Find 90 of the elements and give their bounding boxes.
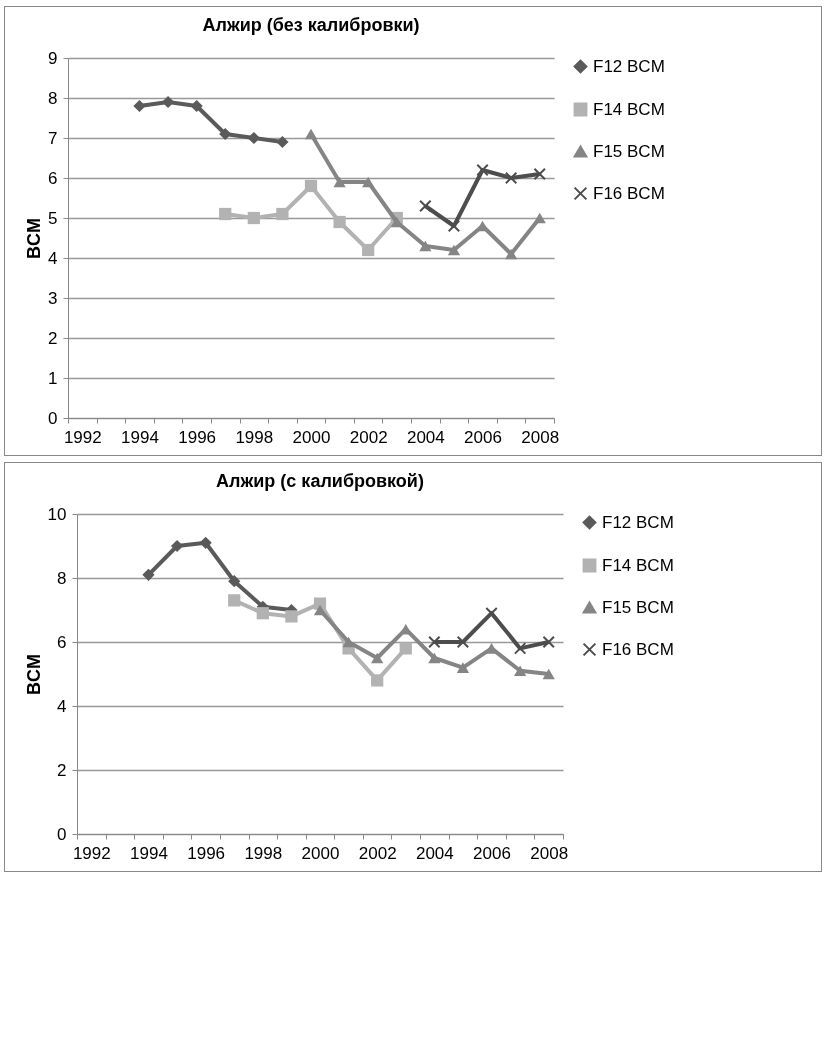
x-tick-label: 2006 — [464, 427, 502, 447]
y-tick-label: 5 — [48, 208, 58, 228]
point — [533, 167, 546, 181]
legend-label: F14 BCM — [602, 555, 674, 575]
point — [276, 135, 289, 149]
point — [304, 179, 318, 193]
point — [513, 665, 527, 677]
x-tick-label: 2002 — [349, 427, 388, 447]
y-tick-label: 0 — [57, 824, 67, 844]
point — [419, 199, 432, 213]
point — [456, 662, 470, 673]
x-tick-label: 2000 — [301, 843, 340, 863]
x-tick-label: 2006 — [473, 843, 511, 863]
point — [533, 212, 546, 224]
point — [428, 635, 441, 649]
legend-label: F14 BCM — [593, 99, 665, 119]
point — [142, 568, 155, 581]
x-tick-label: 1998 — [244, 843, 283, 863]
point — [333, 176, 346, 188]
point — [428, 652, 441, 664]
x-tick-label: 1994 — [121, 427, 159, 447]
x-tick-label: 2008 — [521, 427, 560, 447]
y-tick-label: 9 — [48, 48, 58, 68]
legend-label: F12 BCM — [593, 56, 665, 76]
point — [247, 131, 260, 145]
point — [371, 674, 384, 687]
x-tick-label: 2004 — [406, 427, 445, 447]
x-tick-label: 2002 — [358, 843, 397, 863]
point — [456, 635, 470, 649]
y-tick-label: 1 — [48, 368, 58, 388]
point — [447, 219, 461, 233]
point — [485, 606, 498, 620]
legend-label: F15 BCM — [593, 141, 665, 161]
point — [342, 636, 355, 648]
point — [219, 127, 232, 141]
point — [419, 240, 432, 252]
point — [542, 635, 555, 649]
point — [362, 243, 375, 257]
point — [276, 207, 289, 221]
y-axis-title: BCM — [23, 654, 44, 695]
y-tick-label: 6 — [48, 168, 58, 188]
point — [133, 99, 146, 113]
point — [542, 668, 555, 680]
y-tick-label: 8 — [57, 568, 67, 588]
y-tick-label: 0 — [48, 408, 58, 428]
x-tick-label: 1994 — [130, 843, 168, 863]
y-axis-title: BCM — [24, 218, 45, 259]
y-tick-label: 4 — [48, 248, 58, 268]
point — [371, 652, 384, 664]
y-tick-label: 3 — [48, 288, 58, 308]
legend-label: F15 BCM — [602, 597, 674, 617]
point — [504, 171, 518, 185]
x-tick-label: 1996 — [187, 843, 226, 863]
point — [285, 610, 298, 623]
point — [476, 163, 489, 177]
y-tick-label: 10 — [47, 504, 67, 524]
point — [399, 642, 412, 655]
point — [190, 99, 203, 113]
y-tick-label: 7 — [48, 128, 58, 148]
y-tick-label: 6 — [57, 632, 67, 652]
point — [170, 539, 184, 553]
y-tick-label: 4 — [57, 696, 67, 716]
legend-label: F16 BCM — [593, 183, 665, 203]
point — [161, 95, 175, 109]
point — [504, 248, 518, 260]
point — [256, 607, 269, 620]
y-tick-label: 2 — [48, 328, 58, 348]
point — [228, 594, 241, 607]
y-tick-label: 2 — [57, 760, 67, 780]
x-tick-label: 1998 — [235, 427, 274, 447]
point — [362, 176, 375, 188]
point — [447, 244, 461, 256]
x-tick-label: 2000 — [292, 427, 331, 447]
point — [247, 211, 260, 225]
chart-title: Алжир (без калибровки) — [202, 15, 420, 35]
point — [219, 207, 232, 221]
point — [304, 128, 318, 140]
point — [199, 536, 212, 549]
point — [333, 215, 346, 229]
legend-label: F12 BCM — [602, 512, 674, 532]
y-tick-label: 8 — [48, 88, 58, 108]
point — [513, 642, 527, 655]
x-tick-label: 2004 — [415, 843, 454, 863]
x-tick-label: 1992 — [63, 427, 102, 447]
chart-title: Алжир (с калибровкой) — [216, 471, 424, 491]
x-tick-label: 1996 — [178, 427, 217, 447]
point — [228, 575, 241, 588]
legend-label: F16 BCM — [602, 639, 674, 659]
x-tick-label: 1992 — [72, 843, 111, 863]
x-tick-label: 2008 — [530, 843, 569, 863]
